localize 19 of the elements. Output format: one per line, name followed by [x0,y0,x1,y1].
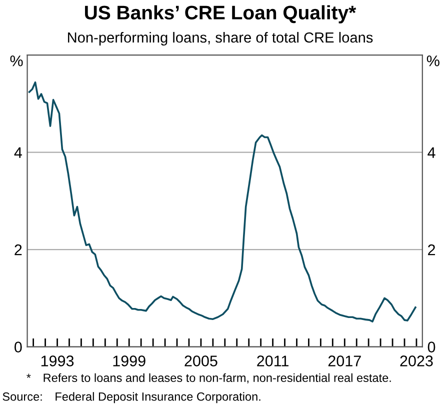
x-tick-label: 1999 [113,356,146,366]
y-tick-label: 4 [14,147,22,158]
y2-tick-label: 4 [428,147,436,158]
y2-axis-title: % [426,56,440,66]
chart-subtitle: Non-performing loans, share of total CRE loans [68,32,373,46]
x-tick-label: 2017 [328,356,361,366]
y-tick-label: 0 [14,342,22,352]
x-tick-label: 2005 [184,356,218,366]
line-series [28,81,416,322]
source-note: Source: Federal Deposit Insurance Corporation. [2,392,260,404]
y2-tick-label: 0 [428,342,436,352]
y-tick-label: 2 [14,244,22,256]
x-tick-label: 1993 [41,356,74,366]
y-axis-title: % [10,56,23,66]
y2-tick-label: 2 [428,244,435,256]
x-tick-label: 2011 [257,356,288,366]
x-tick-label: 2023 [400,356,433,366]
text: * Refers to loans and leases to non-farm, non-residential real estate. [26,373,391,384]
chart-title: US Banks’ CRE Loan Quality* [85,5,356,24]
